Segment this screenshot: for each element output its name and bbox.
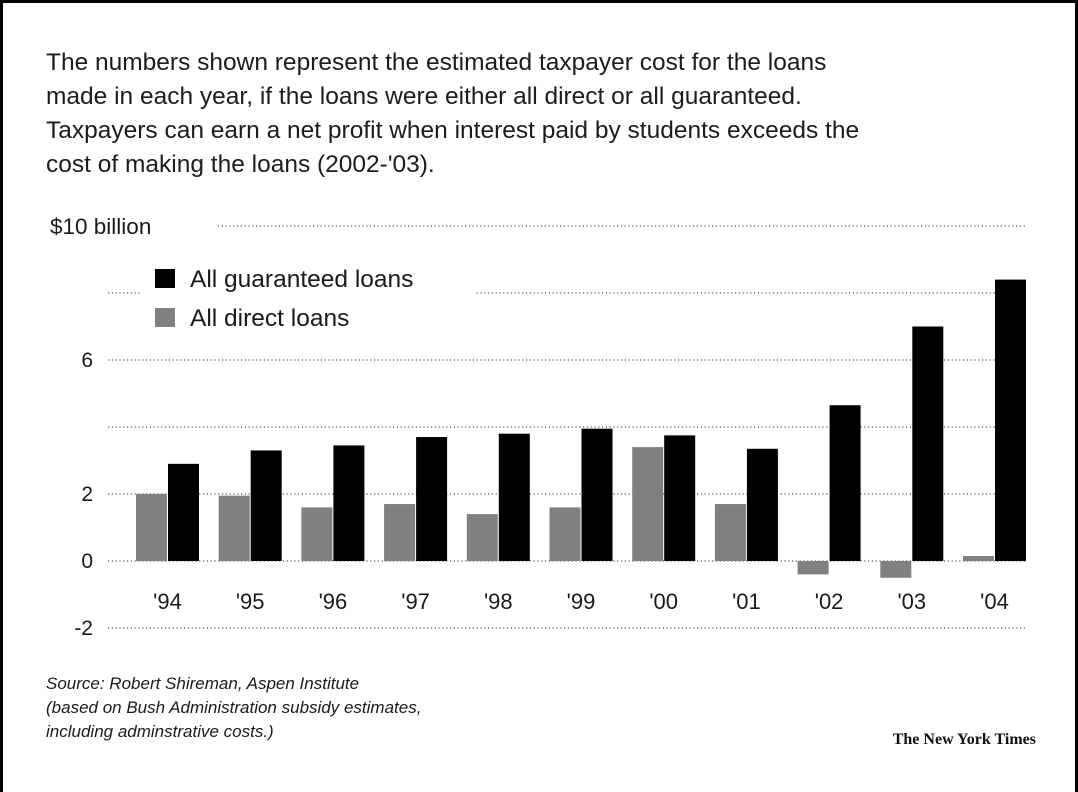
intro-line: cost of making the loans (2002-'03).	[46, 151, 435, 178]
direct-loans-bar	[136, 494, 167, 561]
x-tick-label: '94	[153, 589, 182, 614]
guaranteed-loans-bar	[746, 448, 778, 561]
direct-loans-bar	[466, 514, 498, 561]
guaranteed-loans-bar	[416, 437, 448, 561]
source-line: including adminstrative costs.)	[46, 722, 274, 741]
guaranteed-loans-bar	[250, 450, 282, 561]
direct-loans-bar	[632, 447, 664, 561]
guaranteed-loans-bar	[333, 445, 365, 561]
legend-swatch	[155, 269, 175, 288]
source-line: Source: Robert Shireman, Aspen Institute	[46, 674, 360, 693]
y-tick-label: 0	[81, 550, 93, 573]
x-tick-label: '98	[484, 589, 513, 614]
x-tick-label: '97	[401, 589, 430, 614]
publisher-credit: The New York Times	[892, 731, 1036, 748]
intro-line: Taxpayers can earn a net profit when int…	[46, 117, 860, 144]
legend-swatch	[155, 308, 175, 327]
legend: All guaranteed loans All direct loans	[140, 258, 475, 332]
source-line: (based on Bush Administration subsidy es…	[46, 698, 422, 717]
legend-label: All direct loans	[190, 305, 349, 332]
direct-loans-bar	[797, 561, 829, 575]
guaranteed-loans-bar	[581, 428, 613, 561]
y-tick-label: 6	[81, 349, 93, 372]
guaranteed-loans-bar	[995, 279, 1026, 561]
x-tick-label: '03	[897, 589, 926, 614]
y-axis-top-label: $10 billion	[50, 214, 151, 239]
direct-loans-bar	[880, 561, 912, 578]
guaranteed-loans-bar	[498, 433, 530, 561]
source-note: Source: Robert Shireman, Aspen Institute…	[46, 672, 421, 744]
guaranteed-loans-bar	[829, 405, 861, 561]
x-tick-label: '95	[236, 589, 265, 614]
direct-loans-bar	[218, 495, 250, 561]
intro-text: The numbers shown represent the estimate…	[46, 46, 1046, 182]
y-axis-ticks: -2 0 2 6 $10 billion	[50, 214, 151, 640]
x-tick-label: '96	[319, 589, 348, 614]
direct-loans-bar	[301, 507, 333, 561]
x-tick-label: '02	[815, 589, 844, 614]
direct-loans-bar	[963, 555, 994, 561]
direct-loans-bar	[714, 504, 746, 561]
direct-loans-bar	[384, 504, 416, 561]
x-axis-labels: '94 '95 '96 '97 '98 '99 '00 '01 '02 '03 '04	[153, 589, 1009, 614]
x-tick-label: '99	[567, 589, 596, 614]
y-tick-label: 2	[81, 483, 93, 506]
intro-line: The numbers shown represent the estimate…	[46, 49, 827, 76]
x-tick-label: '00	[649, 589, 678, 614]
x-tick-label: '04	[980, 589, 1009, 614]
guaranteed-loans-bar	[664, 435, 696, 561]
bars	[136, 279, 1026, 578]
direct-loans-bar	[549, 507, 581, 561]
y-tick-label: -2	[74, 617, 93, 640]
intro-line: made in each year, if the loans were eit…	[46, 83, 802, 110]
guaranteed-loans-bar	[912, 326, 944, 561]
legend-label: All guaranteed loans	[190, 266, 413, 293]
guaranteed-loans-bar	[168, 463, 199, 561]
x-tick-label: '01	[732, 589, 761, 614]
legend-background	[140, 258, 475, 332]
